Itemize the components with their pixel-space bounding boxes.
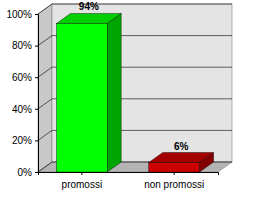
tick: 20% [12,135,38,146]
bar-front [149,163,200,172]
tick-label: 0% [18,167,33,178]
tick: 40% [12,104,38,115]
axis-line [39,173,219,176]
tick-label: promossi [62,179,103,190]
chart: 0% 20% 40% 60% 80% 100% promossi non promossi 94… [0,0,258,199]
data-labels: 94% 6% [79,1,189,151]
tick-mark [35,77,38,78]
tick-label: non promossi [144,179,204,190]
y-axis: 0% 20% 40% 60% 80% 100% [6,9,38,178]
tick-label: 60% [12,72,32,83]
grid [38,4,232,172]
tick: 0% [18,167,38,178]
side-wall [38,4,52,172]
bar [149,153,214,172]
bar-top [56,13,121,23]
x-axis: promossi non promossi [39,172,219,190]
tick-mark [35,46,38,47]
data-label: 6% [174,141,189,152]
tick-mark [35,109,38,110]
bar-side [107,13,121,172]
tick: 100% [6,9,38,20]
bar-front [56,23,107,172]
tick-label: 100% [6,9,32,20]
tick-mark [35,140,38,141]
tick-mark [35,172,38,173]
tick-mark [35,14,38,15]
tick: non promossi [144,172,204,190]
tick-label: 40% [12,104,32,115]
tick-mark [81,172,82,175]
grid-line [38,4,232,14]
tick: promossi [62,172,103,190]
bar-top [149,153,214,163]
data-label: 94% [79,1,99,12]
bars [56,13,213,172]
tick-label: 80% [12,40,32,51]
tick-label: 20% [12,135,32,146]
tick: 60% [12,72,38,83]
tick: 80% [12,40,38,51]
tick-mark [174,172,175,175]
bar [56,13,121,172]
axis-line [35,15,39,173]
